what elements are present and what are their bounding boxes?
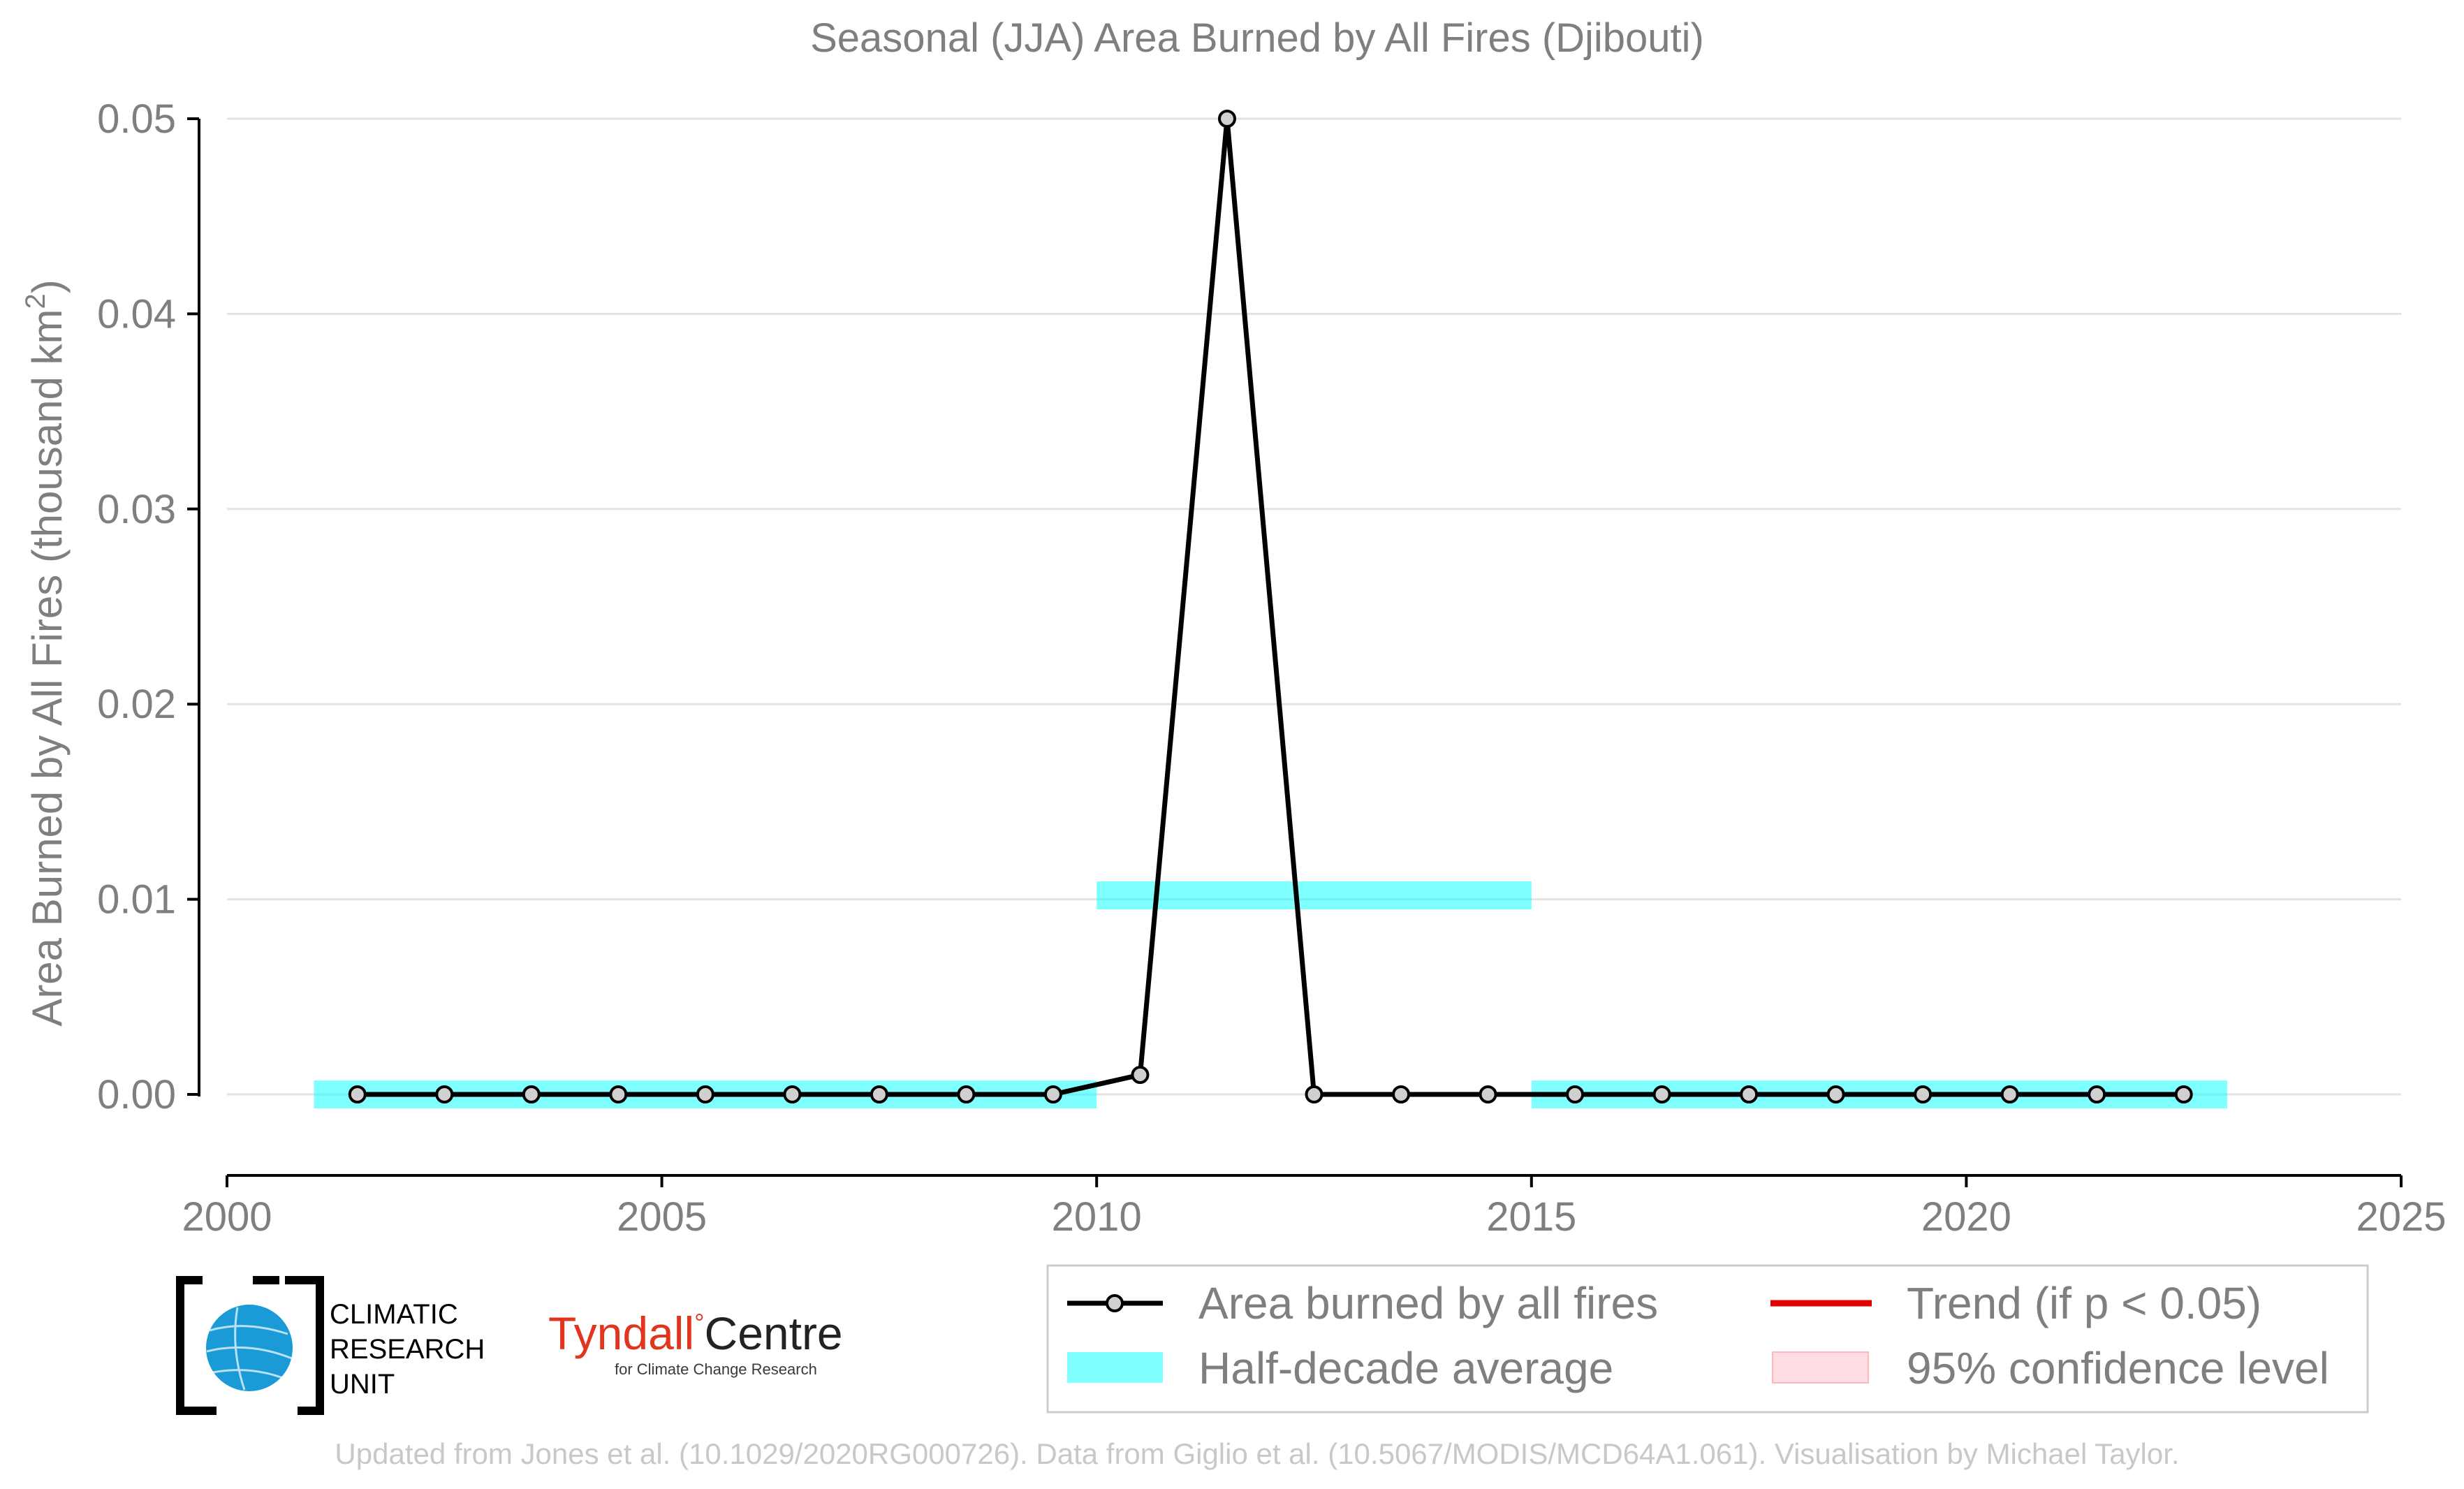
- legend: Area burned by all fires Trend (if p < 0…: [1046, 1264, 2369, 1414]
- data-point-16: [1652, 1085, 1671, 1103]
- legend-swatch-confidence: [1772, 1351, 1869, 1384]
- legend-entry-area-burned: Area burned by all fires: [1067, 1278, 1658, 1328]
- legend-label-half-decade: Half-decade average: [1198, 1343, 1613, 1393]
- legend-box: [1046, 1264, 2369, 1414]
- data-point-4: [609, 1085, 628, 1103]
- data-point-9: [1043, 1085, 1062, 1103]
- legend-label-confidence: 95% confidence level: [1907, 1343, 2329, 1393]
- y-tick-label-5: 0.05: [97, 96, 176, 142]
- half-decade-band-1: [1097, 881, 1532, 910]
- data-point-6: [783, 1085, 802, 1103]
- x-tick-label-1: 2005: [617, 1194, 707, 1240]
- y-tick-label-2: 0.02: [97, 682, 176, 727]
- cru-text-line-2: RESEARCH: [330, 1334, 485, 1365]
- chart-title: Seasonal (JJA) Area Burned by All Fires …: [810, 15, 1704, 61]
- legend-entry-trend: Trend (if p < 0.05): [1770, 1278, 2261, 1328]
- x-tick-label-0: 2000: [182, 1194, 272, 1240]
- data-point-15: [1566, 1085, 1585, 1103]
- data-point-13: [1392, 1085, 1411, 1103]
- data-point-14: [1479, 1085, 1497, 1103]
- tyndall-wordmark: Tyndall°Centre: [548, 1307, 843, 1359]
- data-point-21: [2088, 1085, 2106, 1103]
- data-point-3: [522, 1085, 541, 1103]
- legend-entry-half-decade: Half-decade average: [1067, 1343, 1613, 1393]
- cru-bracket-left: [176, 1276, 217, 1415]
- y-tick-label-1: 0.01: [97, 877, 176, 923]
- y-tick-label-3: 0.03: [97, 487, 176, 532]
- data-point-19: [1914, 1085, 1933, 1103]
- data-point-22: [2174, 1085, 2193, 1103]
- tyndall-logo: Tyndall°Centre for Climate Change Resear…: [548, 1307, 843, 1378]
- series-line-0: [357, 116, 2184, 1097]
- data-point-1: [348, 1085, 367, 1103]
- data-point-5: [696, 1085, 714, 1103]
- footer-credit: Updated from Jones et al. (10.1029/2020R…: [335, 1437, 2179, 1470]
- series-area-burned: [348, 110, 2193, 1103]
- data-point-10: [1131, 1066, 1150, 1085]
- legend-label-trend: Trend (if p < 0.05): [1907, 1278, 2261, 1328]
- axes: [198, 119, 2401, 1177]
- cru-text-line-3: UNIT: [330, 1369, 395, 1400]
- x-tick-label-2: 2010: [1052, 1194, 1142, 1240]
- grid-lines: [227, 117, 2401, 1096]
- legend-entry-confidence: 95% confidence level: [1772, 1343, 2329, 1393]
- x-tick-label-5: 2025: [2356, 1194, 2446, 1240]
- data-point-18: [1826, 1085, 1845, 1103]
- globe-lines: [206, 1307, 293, 1391]
- legend-swatch-half-decade: [1067, 1352, 1163, 1383]
- legend-label-area-burned: Area burned by all fires: [1198, 1278, 1658, 1328]
- y-ticks: 0.00 0.01 0.02 0.03 0.04 0.05: [97, 96, 199, 1117]
- y-tick-label-0: 0.00: [97, 1072, 176, 1117]
- cru-logo: CLIMATIC RESEARCH UNIT: [176, 1276, 485, 1415]
- y-tick-label-4: 0.04: [97, 291, 176, 337]
- data-point-11: [1217, 110, 1236, 128]
- data-point-7: [870, 1085, 888, 1103]
- data-point-2: [435, 1085, 454, 1103]
- data-point-12: [1305, 1085, 1323, 1103]
- half-decade-bands: [314, 881, 2227, 1108]
- data-point-8: [957, 1085, 976, 1103]
- cru-bracket-right: [285, 1276, 324, 1415]
- x-ticks: 2000 2005 2010 2015 2020 2025: [182, 1175, 2447, 1240]
- tyndall-subtitle: for Climate Change Research: [615, 1360, 817, 1378]
- data-point-17: [1740, 1085, 1759, 1103]
- x-tick-label-4: 2020: [1921, 1194, 2011, 1240]
- x-tick-label-3: 2015: [1486, 1194, 1576, 1240]
- legend-swatch-marker: [1106, 1294, 1124, 1312]
- data-point-20: [2000, 1085, 2019, 1103]
- cru-text-line-1: CLIMATIC: [330, 1299, 458, 1330]
- y-axis-label: Area Burned by All Fires (thousand km2): [20, 279, 71, 1026]
